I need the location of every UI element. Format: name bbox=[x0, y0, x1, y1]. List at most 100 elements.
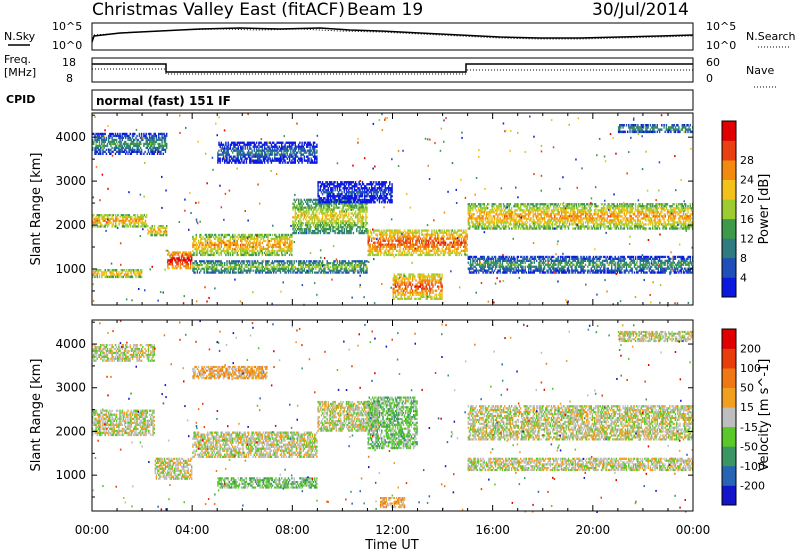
power-cell bbox=[295, 222, 298, 225]
power-cell bbox=[454, 245, 456, 248]
power-cell bbox=[164, 148, 167, 151]
power-cell bbox=[582, 221, 584, 224]
power-cell bbox=[129, 221, 132, 224]
power-cell bbox=[529, 207, 531, 210]
power-cell bbox=[649, 219, 652, 222]
power-cell bbox=[141, 223, 143, 226]
power-cell bbox=[608, 207, 611, 210]
power-cell bbox=[126, 217, 128, 220]
power-cell bbox=[94, 152, 96, 155]
power-cell bbox=[457, 241, 459, 244]
power-cell bbox=[457, 235, 459, 238]
power-cell bbox=[662, 227, 664, 230]
power-cell bbox=[485, 211, 488, 214]
power-cell bbox=[621, 221, 623, 224]
power-cell bbox=[638, 215, 640, 218]
power-cell bbox=[339, 229, 341, 233]
power-cell bbox=[514, 213, 516, 216]
power-cell bbox=[554, 217, 556, 220]
power-cell bbox=[106, 269, 109, 272]
power-cell bbox=[689, 205, 691, 208]
power-cell bbox=[178, 255, 180, 258]
power-cell bbox=[460, 243, 463, 246]
power-cell bbox=[160, 234, 162, 237]
power-cell bbox=[572, 227, 574, 230]
power-cell bbox=[485, 213, 488, 216]
power-cell bbox=[665, 203, 668, 206]
power-cell bbox=[520, 203, 522, 206]
power-cell bbox=[406, 251, 408, 254]
power-cell bbox=[558, 225, 561, 228]
power-cell bbox=[276, 253, 278, 257]
power-cell bbox=[94, 146, 96, 150]
power-cell bbox=[93, 132, 95, 136]
power-cell bbox=[606, 211, 608, 214]
power-cell bbox=[129, 142, 131, 146]
power-cell bbox=[237, 147, 240, 150]
power-cell bbox=[600, 225, 603, 228]
power-cell bbox=[358, 218, 360, 221]
power-cell bbox=[140, 225, 142, 228]
power-cell bbox=[352, 224, 355, 227]
power-cell bbox=[181, 263, 184, 266]
power-cell bbox=[580, 219, 582, 222]
power-cell bbox=[217, 151, 219, 154]
power-cell bbox=[251, 235, 253, 239]
power-cell bbox=[426, 243, 428, 246]
power-cell bbox=[611, 205, 613, 208]
power-cell bbox=[612, 207, 614, 210]
power-cell bbox=[444, 241, 447, 244]
power-cell bbox=[415, 229, 417, 232]
power-cell bbox=[92, 148, 94, 151]
power-cell bbox=[359, 231, 361, 235]
power-cell bbox=[624, 203, 627, 206]
power-cell bbox=[109, 217, 111, 220]
power-cell bbox=[138, 140, 141, 144]
power-cell bbox=[540, 225, 542, 228]
power-cell bbox=[448, 253, 450, 257]
power-cell bbox=[161, 142, 163, 146]
power-cell bbox=[397, 229, 399, 232]
power-cell bbox=[245, 249, 248, 253]
power-cell bbox=[204, 241, 207, 245]
power-cell bbox=[128, 144, 130, 148]
power-cell bbox=[304, 228, 307, 231]
power-cell bbox=[504, 221, 506, 224]
power-cell bbox=[549, 203, 551, 206]
power-cell bbox=[119, 219, 121, 222]
power-cell bbox=[532, 215, 534, 218]
power-cell bbox=[205, 243, 208, 247]
power-cell bbox=[638, 203, 640, 206]
power-cell bbox=[571, 215, 573, 218]
power-cell bbox=[428, 249, 431, 252]
power-cell bbox=[381, 251, 383, 254]
power-cell bbox=[678, 223, 680, 226]
power-cell bbox=[543, 223, 546, 226]
power-cell bbox=[240, 155, 242, 158]
power-cell bbox=[93, 214, 95, 217]
power-cell bbox=[563, 205, 565, 208]
power-cell bbox=[237, 141, 240, 144]
power-cell bbox=[581, 205, 583, 208]
power-cell bbox=[225, 147, 227, 150]
power-cell bbox=[100, 225, 102, 228]
power-cell bbox=[507, 217, 509, 220]
power-cell bbox=[98, 225, 101, 228]
power-cell bbox=[674, 221, 677, 224]
power-cell bbox=[662, 217, 664, 220]
power-cell bbox=[301, 208, 303, 211]
power-cell bbox=[254, 241, 257, 245]
power-cell bbox=[399, 235, 401, 238]
power-cell bbox=[150, 234, 152, 237]
power-cell bbox=[500, 209, 502, 212]
power-cell bbox=[209, 237, 211, 241]
power-cell bbox=[448, 237, 450, 240]
power-cell bbox=[446, 237, 448, 240]
power-cell bbox=[637, 209, 639, 212]
power-cell bbox=[163, 134, 166, 138]
power-cell bbox=[362, 231, 365, 235]
power-cell bbox=[262, 237, 265, 241]
power-cell bbox=[537, 203, 539, 206]
power-cell bbox=[302, 210, 304, 213]
power-cell bbox=[351, 224, 353, 227]
